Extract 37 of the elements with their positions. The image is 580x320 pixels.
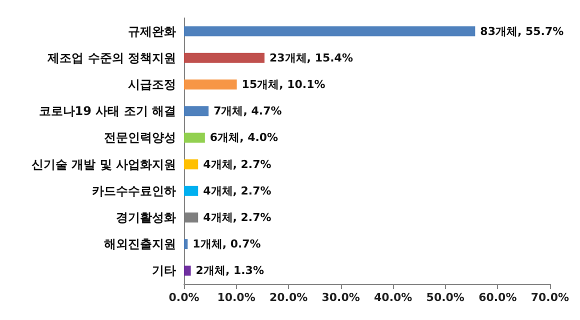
x-tick-label: 30.0% (322, 291, 360, 304)
y-tick-label: 전문인력양성 (104, 130, 176, 145)
data-label: 6개체, 4.0% (210, 131, 278, 144)
data-label: 2개체, 1.3% (196, 264, 264, 278)
data-label: 15개체, 10.1% (242, 78, 326, 91)
x-tick-label: 0.0% (168, 291, 200, 304)
data-label: 83개체, 55.7% (480, 24, 564, 38)
y-tick-label: 제조업 수준의 정책지원 (46, 50, 176, 65)
bar (184, 80, 237, 90)
data-label: 4개체, 2.7% (203, 184, 272, 198)
bar (184, 106, 209, 116)
data-label: 23개체, 15.4% (270, 51, 353, 64)
bar (184, 266, 191, 276)
data-label: 7개체, 4.7% (214, 104, 282, 118)
bar (184, 159, 198, 170)
x-tick-label: 20.0% (269, 291, 308, 304)
x-tick-label: 10.0% (217, 291, 256, 304)
y-tick-label: 신기술 개발 및 사업화지원 (31, 157, 176, 172)
y-tick-label: 기타 (152, 264, 176, 278)
y-tick-label: 규제완화 (128, 24, 176, 38)
x-tick-label: 70.0% (530, 291, 570, 304)
bar (184, 132, 205, 143)
data-label: 4개체, 2.7% (203, 211, 272, 224)
bar (184, 239, 188, 250)
data-label: 1개체, 0.7% (192, 238, 261, 251)
y-tick-label: 카드수수료인하 (92, 184, 176, 198)
y-tick-label: 경기활성화 (116, 210, 176, 224)
data-label: 4개체, 2.7% (203, 158, 272, 171)
y-tick-label: 해외진출지원 (104, 237, 176, 252)
x-tick-label: 40.0% (374, 291, 412, 304)
bar (184, 26, 476, 36)
x-tick-label: 60.0% (478, 291, 517, 304)
y-tick-label: 코로나19 사태 조기 해결 (38, 104, 176, 118)
bar (184, 186, 198, 196)
x-tick-label: 50.0% (426, 291, 464, 304)
bar (184, 52, 264, 63)
y-tick-label: 시급조정 (128, 78, 176, 92)
